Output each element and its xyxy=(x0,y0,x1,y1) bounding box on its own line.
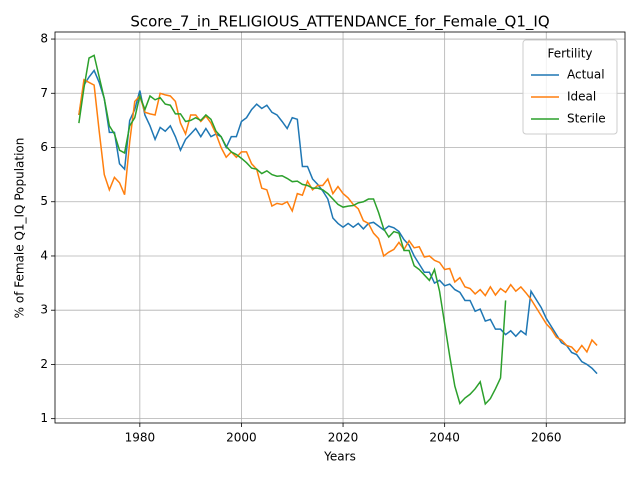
y-tick-label: 6 xyxy=(40,140,48,154)
legend-label: Actual xyxy=(567,68,605,82)
y-tick-label: 2 xyxy=(40,357,48,371)
x-tick-label: 2020 xyxy=(328,431,359,445)
x-axis-label: Years xyxy=(323,450,356,464)
x-tick-label: 2000 xyxy=(226,431,257,445)
x-tick-label: 1980 xyxy=(125,431,156,445)
y-tick-label: 8 xyxy=(40,32,48,46)
y-axis-label: % of Female Q1_IQ Population xyxy=(13,138,27,319)
y-tick-label: 3 xyxy=(40,303,48,317)
plot-frame xyxy=(54,31,626,424)
series-line xyxy=(78,69,598,375)
legend-title: Fertility xyxy=(547,47,592,61)
y-tick-label: 4 xyxy=(40,248,48,262)
chart-title: Score_7_in_RELIGIOUS_ATTENDANCE_for_Fema… xyxy=(130,13,549,32)
y-tick-label: 5 xyxy=(40,194,48,208)
x-tick-label: 2060 xyxy=(531,431,562,445)
legend-label: Sterile xyxy=(567,112,606,126)
series-line xyxy=(78,78,598,354)
series-line xyxy=(78,54,507,406)
legend: Fertility Actual Ideal Sterile xyxy=(522,39,618,135)
y-tick-label: 1 xyxy=(40,411,48,425)
legend-label: Ideal xyxy=(567,90,596,104)
x-tick-label: 2040 xyxy=(429,431,460,445)
legend-box xyxy=(522,39,618,135)
y-tick-label: 7 xyxy=(40,86,48,100)
